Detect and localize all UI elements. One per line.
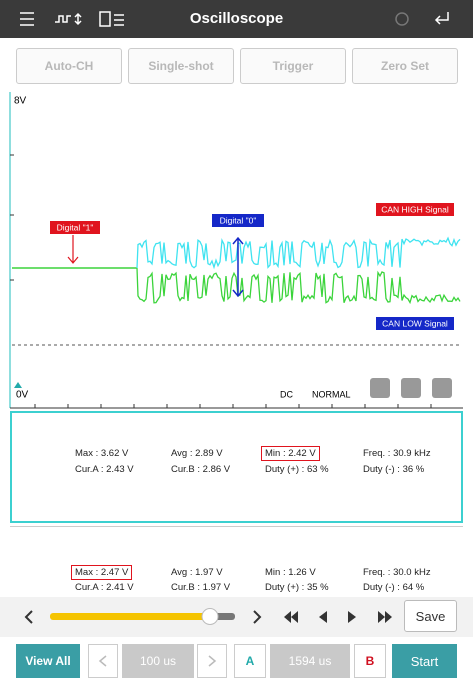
measurement: Max : 3.62 V bbox=[75, 448, 129, 459]
can-high-label: CAN HIGH Signal bbox=[381, 204, 449, 214]
measurement: Freq. : 30.0 kHz bbox=[363, 567, 431, 578]
slider-knob[interactable] bbox=[201, 608, 219, 625]
start-button[interactable]: Start bbox=[392, 644, 457, 678]
measurement: Min : 2.42 V bbox=[261, 446, 320, 461]
measurement: Max : 2.47 V bbox=[71, 565, 133, 580]
can-low-trace bbox=[136, 267, 461, 305]
measurement: Avg : 1.97 V bbox=[171, 567, 223, 578]
digital-1-label: Digital "1" bbox=[57, 222, 94, 232]
mode: NORMAL bbox=[312, 389, 351, 399]
digital-0-label: Digital "0" bbox=[220, 215, 257, 225]
digital-0-box bbox=[212, 214, 264, 227]
auto-ch-button[interactable]: Auto-CH bbox=[16, 48, 122, 84]
measurement: Duty (-) : 64 % bbox=[363, 582, 425, 593]
can-low-box bbox=[376, 317, 454, 330]
trigger-button[interactable]: Trigger bbox=[240, 48, 346, 84]
measurement: Cur.B : 2.86 V bbox=[171, 464, 231, 475]
cursor-time: 1594 us bbox=[270, 644, 350, 678]
measurement: Duty (+) : 35 % bbox=[265, 582, 329, 593]
delete-button[interactable] bbox=[370, 378, 390, 398]
slider-icons bbox=[24, 608, 392, 625]
prev-button[interactable] bbox=[88, 644, 118, 678]
channel-1-panel bbox=[10, 411, 463, 523]
can-high-trace bbox=[136, 236, 461, 270]
cursor-a-button[interactable]: A bbox=[234, 644, 266, 678]
can-low-label: CAN LOW Signal bbox=[382, 318, 448, 328]
measurement: Duty (+) : 63 % bbox=[265, 464, 329, 475]
title: Oscilloscope bbox=[189, 10, 284, 27]
top-bar: Oscilloscope bbox=[0, 0, 473, 38]
fullscreen-button[interactable] bbox=[432, 378, 452, 398]
measurement: Avg : 2.89 V bbox=[171, 448, 223, 459]
bottom-label: 0V bbox=[16, 390, 29, 401]
measurement: Duty (-) : 36 % bbox=[363, 464, 425, 475]
zero-marker bbox=[14, 382, 22, 388]
top-label: 8V bbox=[14, 96, 27, 107]
zero-set-button[interactable]: Zero Set bbox=[352, 48, 458, 84]
measurement: Cur.B : 1.97 V bbox=[171, 582, 231, 593]
can-high-box bbox=[376, 203, 454, 216]
measurement: Cur.A : 2.43 V bbox=[75, 464, 134, 475]
coupling: DC bbox=[280, 389, 293, 399]
next-button[interactable] bbox=[197, 644, 227, 678]
scope-display: 8V 0V DC NORMAL Digital "1" Digital "0" … bbox=[9, 92, 463, 409]
channel-2-panel: Max : 2.47 V Avg : 1.97 V Min : 1.26 V Freq… bbox=[10, 526, 463, 596]
time-div: 100 us bbox=[122, 644, 194, 678]
slider-bar: Save bbox=[0, 597, 473, 637]
top-icons bbox=[20, 11, 449, 27]
move-button[interactable] bbox=[401, 378, 421, 398]
measurement: Freq. : 30.9 kHz bbox=[363, 448, 431, 459]
single-shot-button[interactable]: Single-shot bbox=[128, 48, 234, 84]
measurement: Cur.A : 2.41 V bbox=[75, 582, 134, 593]
cursor-b-button[interactable]: B bbox=[354, 644, 386, 678]
digital-1-box bbox=[50, 221, 100, 234]
save-button[interactable]: Save bbox=[404, 600, 457, 632]
measurement: Min : 1.26 V bbox=[265, 567, 316, 578]
view-all-button[interactable]: View All bbox=[16, 644, 80, 678]
